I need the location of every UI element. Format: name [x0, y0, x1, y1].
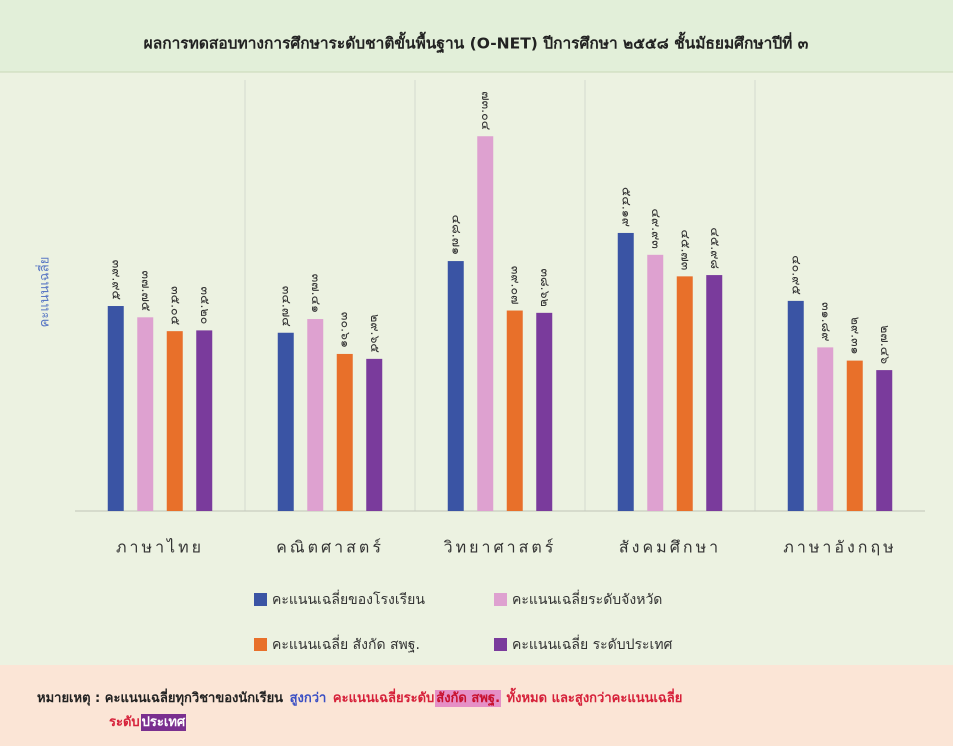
note-text: คะแนนเฉลี่ยระดับ: [328, 691, 435, 706]
data-label: ๔๕.๙๘: [708, 227, 723, 269]
data-label: ๔๐.๙๕: [789, 255, 804, 295]
data-label: ๓๐.๖๑: [338, 312, 353, 348]
note-text: ระดับ: [109, 715, 140, 730]
data-label: ๓๑.๘๙: [819, 302, 834, 341]
bar: [366, 358, 383, 511]
note-text: ประเทศ: [140, 714, 187, 731]
note-text: หมายเหตุ : คะแนนเฉลี่ยทุกวิชาของนักเรียน: [37, 691, 288, 706]
bar: [846, 360, 863, 511]
bar: [817, 347, 834, 511]
data-label: ๓๘.๖๒: [538, 268, 553, 306]
x-tick-label: วิทยาศาสตร์: [444, 538, 557, 557]
x-tick-label: ภาษาอังกฤษ: [783, 538, 896, 557]
note-text: สังกัด สพฐ.: [435, 690, 502, 707]
x-tick-label: คณิตศาสตร์: [276, 538, 384, 557]
legend-label: คะแนนเฉลี่ย สังกัด สพฐ.: [272, 635, 420, 653]
data-label: ๓๕.๒๐: [198, 287, 213, 325]
bar: [647, 254, 664, 511]
data-label: ๔๕.๗๓: [678, 230, 693, 271]
chart-title: ผลการทดสอบทางการศึกษาระดับชาติขั้นพื้นฐา…: [144, 32, 809, 54]
bar: [307, 319, 324, 511]
legend-swatch: [494, 638, 507, 651]
data-label: ๔๘.๗๑: [449, 215, 464, 255]
chart: ผลการทดสอบทางการศึกษาระดับชาติขั้นพื้นฐา…: [0, 0, 953, 653]
data-label: ๓๙.๙๕: [109, 260, 124, 300]
legend-label: คะแนนเฉลี่ย ระดับประเทศ: [512, 635, 673, 653]
note: หมายเหตุ : คะแนนเฉลี่ยทุกวิชาของนักเรียน…: [0, 665, 953, 746]
bar: [876, 370, 893, 511]
data-label: ๒๙.๓๑: [848, 317, 863, 355]
bar: [536, 312, 553, 511]
data-label: ๕๔.๑๙: [619, 187, 634, 227]
y-axis-label: คะแนนเฉลี่ย: [36, 257, 53, 328]
bar: [617, 232, 634, 512]
bar: [107, 306, 124, 511]
legend-swatch: [254, 593, 267, 606]
note-text: สูงกว่า: [289, 691, 327, 706]
data-label: ๓๕.๐๕: [168, 286, 183, 325]
data-label: ๓๗.๗๕: [139, 271, 154, 312]
bar: [166, 331, 183, 511]
legend-swatch: [254, 638, 267, 651]
data-label: ๒๙.๖๕: [368, 314, 383, 353]
title-band: [0, 0, 953, 72]
bar: [787, 300, 804, 511]
data-label: ๓๔.๗๔: [279, 286, 294, 327]
bar: [137, 317, 154, 511]
bar: [676, 276, 693, 511]
legend-label: คะแนนเฉลี่ยของโรงเรียน: [272, 590, 425, 608]
legend-swatch: [494, 593, 507, 606]
data-label: ๒๗.๔๖: [878, 325, 893, 364]
x-tick-label: ภาษาไทย: [116, 538, 204, 557]
bar: [477, 136, 494, 512]
bar: [196, 330, 213, 511]
legend-label: คะแนนเฉลี่ยระดับจังหวัด: [512, 590, 662, 608]
note-text: ทั้งหมด และสูงกว่าคะแนนเฉลี่ย: [502, 691, 683, 706]
bar: [447, 261, 464, 511]
bar: [506, 310, 523, 511]
x-tick-label: สังคมศึกษา: [619, 538, 721, 557]
data-label: ๓๗.๔๑: [309, 274, 324, 313]
data-label: ๔๙.๙๓: [649, 209, 664, 249]
bar: [706, 275, 723, 511]
data-label: ๓๙.๐๗: [508, 266, 523, 305]
bar: [336, 353, 353, 511]
data-label: ๗๓.๐๔: [479, 91, 494, 130]
bar: [277, 332, 294, 511]
